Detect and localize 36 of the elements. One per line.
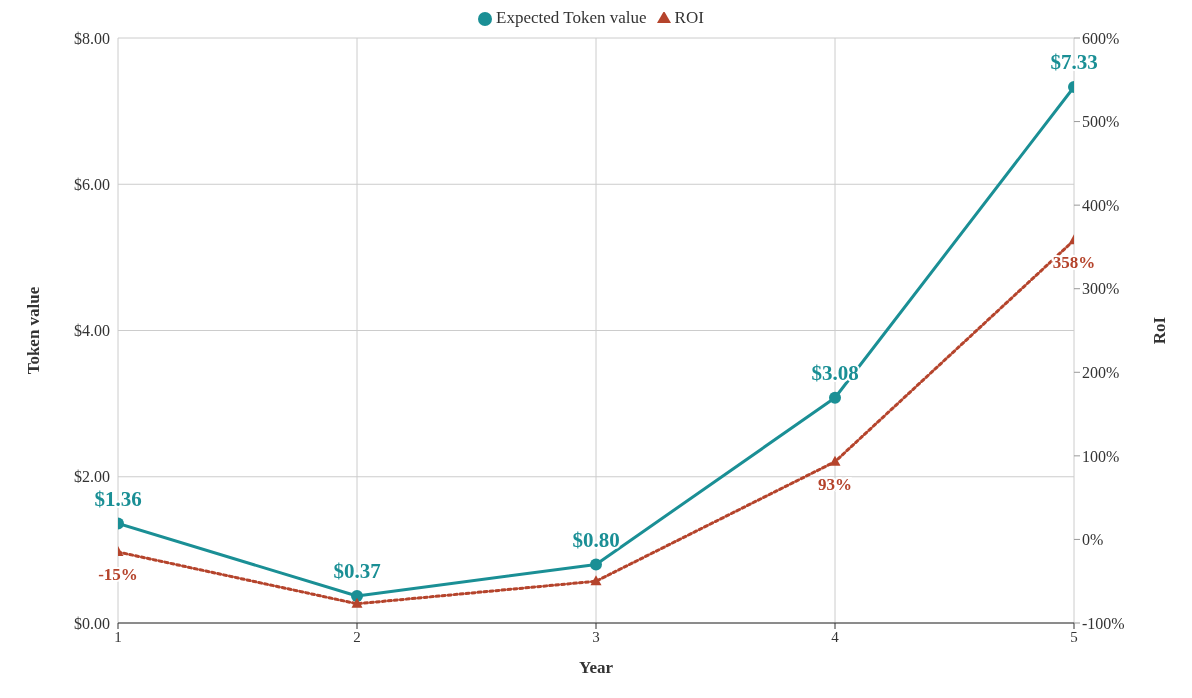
y2-tick-label: 100% bbox=[1082, 447, 1120, 465]
legend-label: ROI bbox=[674, 8, 704, 27]
x-tick-label: 1 bbox=[114, 628, 122, 645]
y-tick-label: $8.00 bbox=[74, 29, 110, 47]
x-axis-title: Year bbox=[579, 658, 614, 677]
data-label: $7.33 bbox=[1050, 49, 1098, 74]
data-label: $0.80 bbox=[572, 527, 620, 552]
data-label: $0.37 bbox=[333, 558, 381, 583]
point bbox=[829, 455, 841, 466]
y2-axis-title: RoI bbox=[1150, 316, 1170, 345]
y-tick-label: $2.00 bbox=[74, 468, 110, 486]
point bbox=[590, 558, 602, 571]
y-axis-title: Token value bbox=[24, 286, 44, 375]
y-tick-label: $0.00 bbox=[74, 614, 110, 632]
y2-tick-label: 400% bbox=[1082, 196, 1120, 214]
data-label: 358% bbox=[1052, 253, 1096, 273]
point bbox=[590, 575, 602, 586]
point bbox=[351, 589, 363, 602]
data-label: $1.36 bbox=[94, 486, 142, 511]
y2-tick-label: -100% bbox=[1082, 614, 1125, 632]
x-tick-label: 2 bbox=[353, 628, 361, 645]
y-tick-label: $4.00 bbox=[74, 322, 110, 340]
point bbox=[829, 391, 841, 404]
y2-tick-label: 200% bbox=[1082, 363, 1120, 381]
y2-tick-label: 0% bbox=[1082, 531, 1104, 549]
legend-label: Expected Token value bbox=[496, 8, 647, 27]
y2-tick-label: 500% bbox=[1082, 113, 1120, 131]
x-tick-label: 4 bbox=[831, 628, 840, 645]
y-tick-label: $6.00 bbox=[74, 175, 110, 193]
data-label: -15% bbox=[98, 564, 138, 584]
y2-tick-label: 600% bbox=[1082, 29, 1120, 47]
x-tick-label: 5 bbox=[1070, 628, 1078, 645]
y2-tick-label: 300% bbox=[1082, 280, 1120, 298]
point bbox=[351, 597, 363, 608]
x-tick-label: 3 bbox=[592, 628, 600, 645]
data-label: 93% bbox=[818, 474, 852, 494]
